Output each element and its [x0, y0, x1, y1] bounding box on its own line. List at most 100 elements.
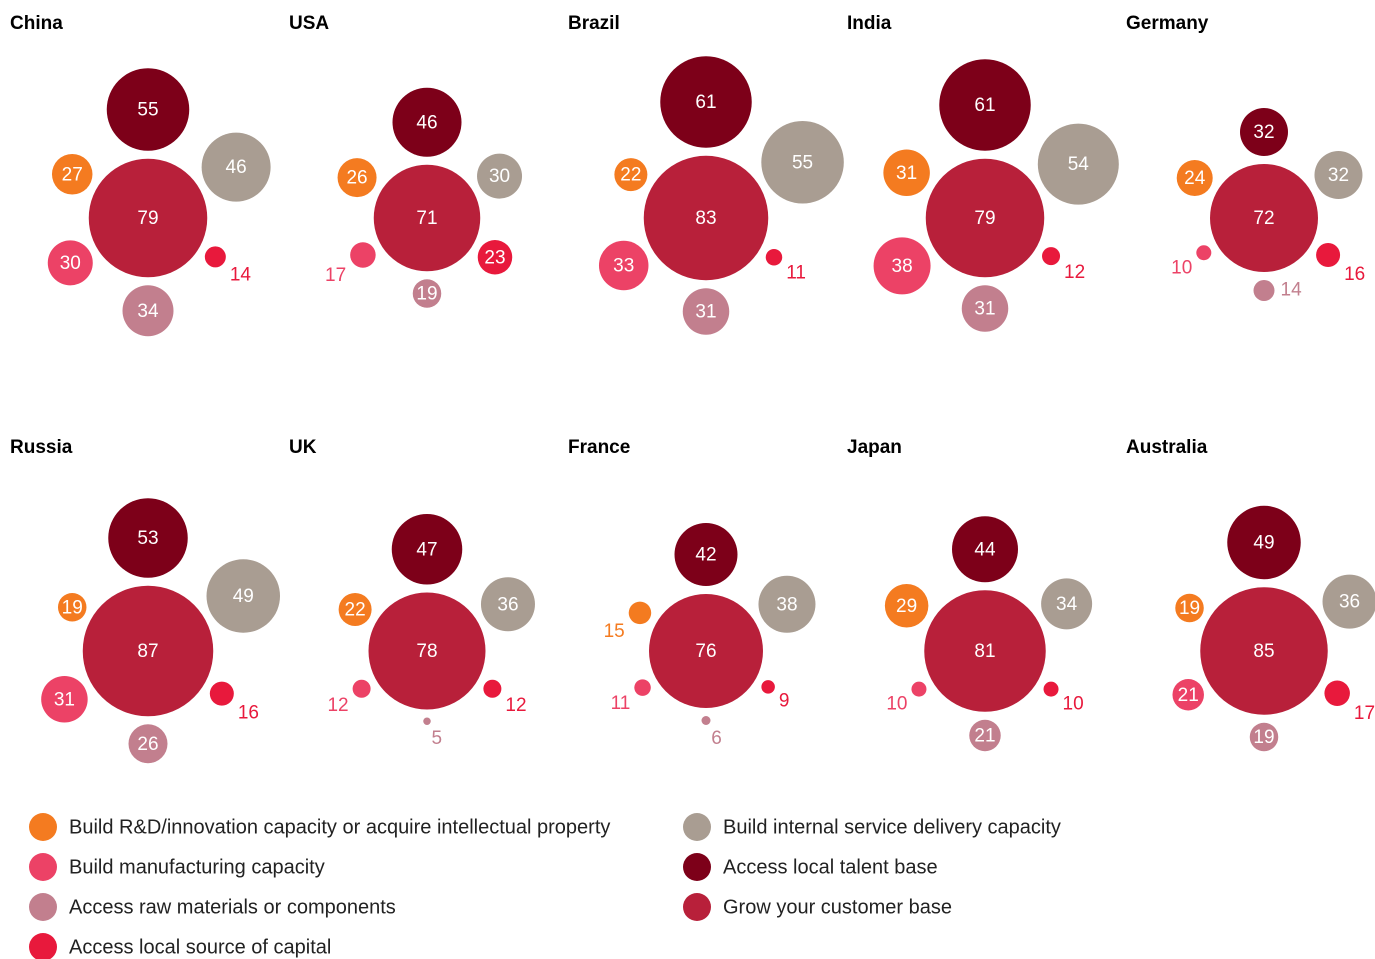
value-label: 31 [695, 302, 716, 323]
bubble [1240, 108, 1288, 156]
value-label: 81 [974, 641, 995, 662]
bubble [392, 87, 462, 157]
value-label: 55 [792, 152, 813, 173]
bubble [204, 246, 226, 268]
value-label: 31 [974, 299, 995, 320]
value-label: 15 [604, 621, 625, 642]
bubble [201, 132, 271, 202]
bubble [660, 56, 752, 148]
value-label: 22 [345, 600, 366, 621]
bubble [1041, 578, 1093, 630]
value-label: 14 [1281, 280, 1303, 301]
value-label: 10 [1171, 257, 1192, 278]
bubble [338, 593, 372, 626]
value-label: 19 [416, 284, 437, 305]
value-label: 55 [137, 100, 158, 121]
bubble [368, 592, 486, 710]
value-label: 10 [886, 694, 907, 715]
bubble [911, 681, 927, 697]
panel-title: China [10, 13, 63, 34]
bubble [47, 240, 93, 286]
bubble [761, 680, 775, 694]
value-label: 76 [695, 641, 716, 662]
bubble [412, 279, 442, 308]
bubble [423, 717, 431, 725]
bubble [761, 121, 844, 204]
value-label: 5 [431, 728, 442, 749]
bubble [1324, 680, 1350, 706]
value-label: 26 [346, 168, 367, 189]
value-label: 31 [896, 163, 917, 184]
legend-label: Access local source of capital [69, 936, 331, 958]
bubble [952, 516, 1018, 583]
value-label: 23 [484, 247, 505, 268]
bubble [1322, 574, 1375, 629]
bubble [884, 584, 929, 628]
value-label: 36 [497, 594, 518, 615]
bubble [41, 676, 88, 723]
bubble [598, 240, 649, 291]
value-label: 42 [695, 545, 716, 566]
legend-label: Build internal service delivery capacity [723, 816, 1061, 838]
bubble [1227, 505, 1301, 580]
bubble [1316, 243, 1341, 267]
legend-swatch [29, 893, 57, 921]
value-label: 54 [1068, 154, 1090, 175]
value-label: 11 [786, 263, 806, 284]
legend-swatch [683, 893, 711, 921]
panel-title: Russia [10, 437, 73, 458]
panel-title: UK [289, 437, 317, 458]
value-label: 16 [238, 703, 259, 724]
bubble [82, 585, 214, 717]
legend-swatch [683, 813, 711, 841]
legend-label: Build R&D/innovation capacity or acquire… [69, 816, 610, 838]
bubble [57, 593, 87, 622]
bubble [88, 158, 208, 278]
value-label: 24 [1184, 168, 1206, 189]
value-label: 34 [137, 301, 159, 322]
value-label: 29 [896, 596, 917, 617]
value-label: 87 [137, 641, 158, 662]
bubble [477, 153, 523, 199]
legend-label: Grow your customer base [723, 896, 952, 918]
value-label: 49 [1253, 533, 1274, 554]
value-label: 27 [62, 164, 83, 185]
bubble [106, 68, 190, 151]
value-label: 11 [611, 693, 631, 714]
bubble [883, 149, 930, 196]
value-label: 61 [974, 95, 995, 116]
bubble [350, 242, 376, 268]
bubble [1172, 679, 1204, 711]
bubble [765, 249, 783, 266]
value-label: 85 [1253, 641, 1274, 662]
panel-title: Japan [847, 437, 902, 458]
panel-title: France [568, 437, 630, 458]
bubble [634, 679, 651, 696]
bubble [391, 514, 463, 585]
bubble [1196, 245, 1212, 261]
value-label: 61 [695, 92, 716, 113]
value-label: 32 [1328, 165, 1349, 186]
bubble [961, 285, 1009, 332]
value-label: 14 [230, 264, 252, 285]
value-label: 72 [1253, 208, 1274, 229]
panel-title: USA [289, 13, 329, 34]
value-label: 17 [325, 265, 346, 286]
panel-title: Brazil [568, 13, 620, 34]
bubble [373, 164, 481, 272]
legend-swatch [29, 813, 57, 841]
bubble [108, 498, 188, 578]
legend-swatch [29, 853, 57, 881]
value-label: 38 [892, 256, 913, 277]
value-label: 46 [416, 112, 437, 133]
value-label: 26 [137, 734, 158, 755]
legend-swatch [683, 853, 711, 881]
legend-label: Build manufacturing capacity [69, 856, 325, 878]
panel-title: Australia [1126, 437, 1208, 458]
bubble [1314, 151, 1363, 199]
value-label: 21 [974, 726, 995, 747]
bubble [1042, 247, 1061, 266]
bubble [128, 724, 168, 764]
panel-title: India [847, 13, 892, 34]
value-label: 12 [327, 695, 348, 716]
